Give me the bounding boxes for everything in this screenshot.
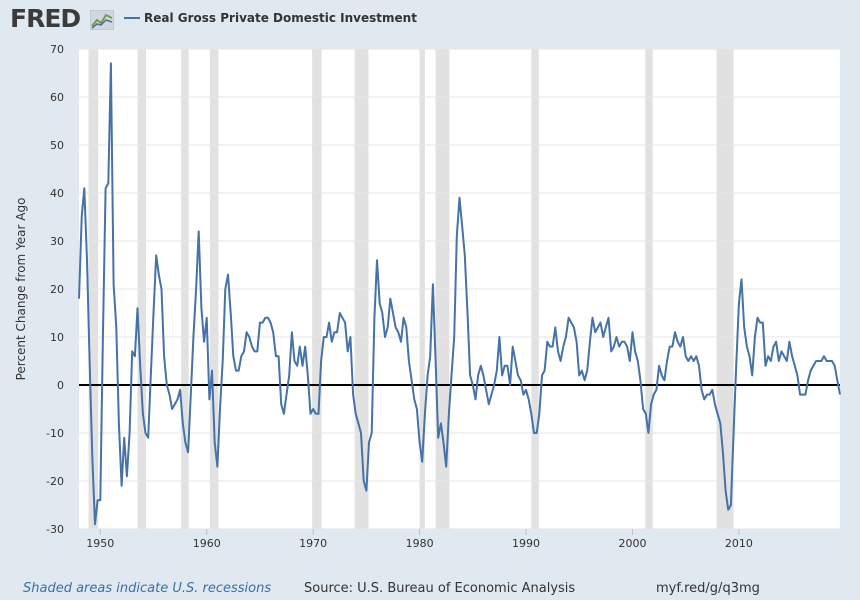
legend-label: Real Gross Private Domestic Investment	[144, 11, 417, 25]
short-url[interactable]: myf.red/g/q3mg	[656, 581, 760, 596]
chart-header: FRED Real Gross Private Domestic Investm…	[0, 0, 860, 40]
x-tick-label: 1950	[86, 537, 114, 550]
y-tick-label: 0	[57, 379, 64, 392]
y-tick-label: 70	[50, 43, 64, 56]
y-tick-label: 10	[50, 331, 64, 344]
x-tick-label: 1980	[406, 537, 434, 550]
y-tick-label: -20	[46, 475, 64, 488]
y-tick-label: -30	[46, 523, 64, 536]
y-tick-label: 60	[50, 91, 64, 104]
graph-logo-icon	[90, 10, 114, 30]
legend-swatch	[124, 17, 140, 19]
y-tick-label: -10	[46, 427, 64, 440]
y-axis-title: Percent Change from Year Ago	[14, 198, 28, 381]
source-note: Source: U.S. Bureau of Economic Analysis	[304, 581, 576, 596]
y-tick-label: 30	[50, 235, 64, 248]
recession-note: Shaded areas indicate U.S. recessions	[23, 581, 272, 596]
y-axis-ticks: 70 60 50 40 30 20 10 0 -10 -20 -30	[46, 43, 64, 536]
y-tick-label: 40	[50, 187, 64, 200]
chart-legend[interactable]: Real Gross Private Domestic Investment	[124, 11, 417, 25]
x-axis-ticks: 1950 1960 1970 1980 1990 2000 2010	[86, 529, 753, 550]
y-tick-label: 20	[50, 283, 64, 296]
series-line[interactable]	[78, 62, 841, 526]
fred-logo[interactable]: FRED	[10, 4, 81, 33]
x-tick-label: 1990	[512, 537, 540, 550]
x-tick-label: 2000	[618, 537, 646, 550]
x-tick-label: 1960	[193, 537, 221, 550]
x-tick-label: 1970	[299, 537, 327, 550]
grid-lines	[79, 48, 840, 530]
x-tick-label: 2010	[725, 537, 753, 550]
y-tick-label: 50	[50, 139, 64, 152]
